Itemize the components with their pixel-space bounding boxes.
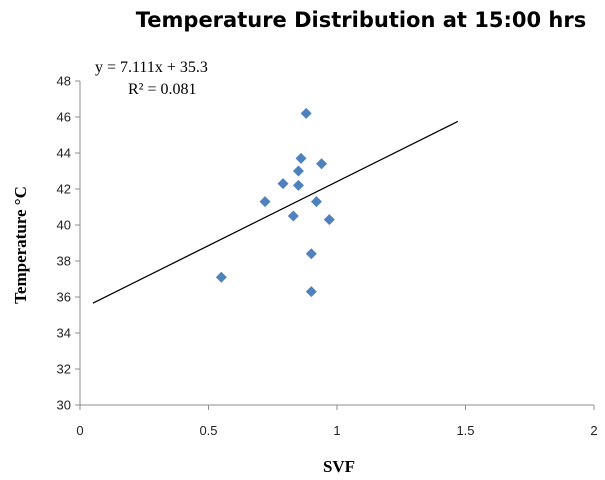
y-axis-label: Temperature °C	[11, 186, 30, 304]
y-tick-label: 42	[57, 182, 71, 197]
trendline-equation: y = 7.111x + 35.3	[95, 59, 208, 76]
data-points	[215, 107, 335, 298]
y-tick-label: 32	[57, 362, 71, 377]
r-squared-label: R² = 0.081	[128, 81, 197, 98]
data-point	[277, 178, 289, 190]
y-tick-label: 40	[57, 218, 71, 233]
x-tick-label: 1.5	[456, 423, 474, 438]
x-tick-label: 1	[333, 423, 340, 438]
data-point	[287, 210, 299, 222]
data-point	[295, 152, 307, 164]
y-tick-label: 30	[57, 398, 71, 413]
x-tick-label: 2	[590, 423, 597, 438]
y-tick-label: 48	[57, 74, 71, 89]
data-point	[259, 196, 271, 208]
y-tick-label: 36	[57, 290, 71, 305]
data-point	[215, 271, 227, 283]
axes	[79, 81, 594, 406]
data-point	[300, 107, 312, 119]
x-tick-label: 0.5	[199, 423, 217, 438]
trendline	[92, 120, 459, 304]
data-point	[292, 165, 304, 177]
data-point	[310, 196, 322, 208]
data-point	[305, 286, 317, 298]
y-axis-ticks: 30 32 34 36 38 40 42 44 46 48	[57, 74, 80, 413]
x-axis-ticks: 0 0.5 1 1.5 2	[76, 405, 598, 438]
data-point	[316, 158, 328, 170]
x-axis-label: SVF	[323, 457, 355, 476]
data-point	[305, 248, 317, 260]
y-tick-label: 38	[57, 254, 71, 269]
y-tick-label: 34	[57, 326, 71, 341]
y-tick-label: 44	[57, 146, 71, 161]
chart-title: Temperature Distribution at 15:00 hrs	[136, 8, 586, 32]
data-point	[292, 179, 304, 191]
x-tick-label: 0	[76, 423, 83, 438]
y-tick-label: 46	[57, 110, 71, 125]
data-point	[323, 214, 335, 226]
